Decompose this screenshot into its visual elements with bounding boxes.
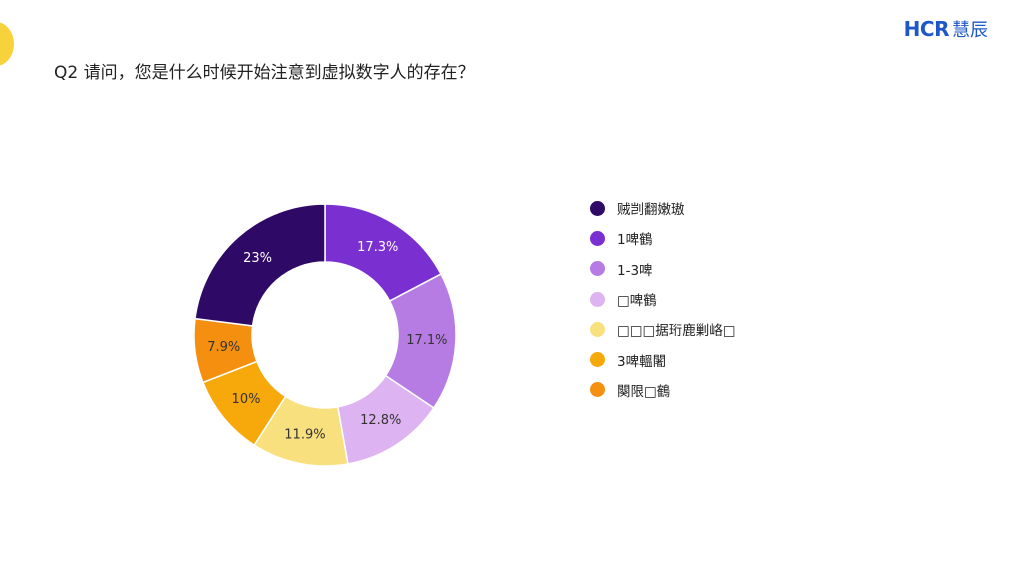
legend-swatch <box>590 352 605 368</box>
legend-swatch <box>590 261 605 277</box>
legend-swatch <box>590 291 605 307</box>
legend-item: □啤鶴 <box>590 284 736 314</box>
legend-label: 3啤轀闍 <box>617 353 667 370</box>
slice-data-label: 11.9% <box>284 428 325 443</box>
brand-cn: 慧辰 <box>952 20 988 41</box>
donut-slice <box>194 203 326 327</box>
slice-data-label: 17.1% <box>406 333 447 348</box>
corner-decoration <box>0 22 14 66</box>
legend-swatch <box>590 200 605 216</box>
legend-item: □□□据珩鹿剿峈□ <box>590 314 736 344</box>
legend-swatch <box>590 230 605 246</box>
legend-swatch <box>590 382 605 398</box>
legend-label: 1-3啤 <box>617 262 653 279</box>
chart-legend: 贼剀翻嫩璈 1啤鶴 1-3啤 □啤鶴 □□□据珩鹿剿峈□ 3啤轀闍闋限□鶴 <box>590 193 736 405</box>
legend-item: 3啤轀闍 <box>590 344 736 374</box>
question-title: Q2 请问，您是什么时候开始注意到虚拟数字人的存在？ <box>54 63 475 83</box>
slice-data-label: 23% <box>243 251 272 266</box>
legend-label: □啤鶴 <box>617 293 657 310</box>
legend-item: 1啤鶴 <box>590 223 736 253</box>
legend-label: 1啤鶴 <box>617 232 653 249</box>
donut-chart: 17.3% 17.1% 12.8% 11.9% 10% 7.9% 23% <box>193 203 457 467</box>
legend-swatch <box>590 321 605 337</box>
slice-data-label: 12.8% <box>360 413 401 428</box>
brand-latin: HCR <box>903 17 950 41</box>
legend-label: □□□据珩鹿剿峈□ <box>617 323 736 340</box>
slice-data-label: 17.3% <box>357 240 398 255</box>
legend-label: 贼剀翻嫩璈 <box>617 202 685 219</box>
legend-label: 闋限□鶴 <box>617 383 671 400</box>
legend-item: 闋限□鶴 <box>590 375 736 405</box>
legend-item: 贼剀翻嫩璈 <box>590 193 736 223</box>
slice-data-label: 7.9% <box>207 340 240 355</box>
slice-data-label: 10% <box>232 392 261 407</box>
brand-logo: HCR 慧辰 <box>904 16 988 42</box>
legend-item: 1-3啤 <box>590 254 736 284</box>
